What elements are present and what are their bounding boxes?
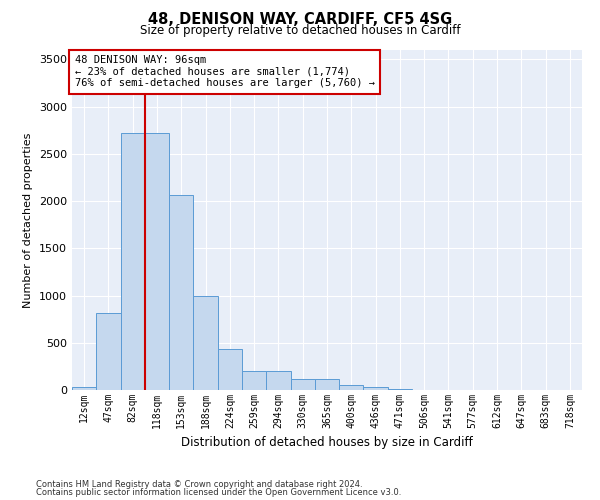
Y-axis label: Number of detached properties: Number of detached properties — [23, 132, 34, 308]
Text: 48 DENISON WAY: 96sqm
← 23% of detached houses are smaller (1,774)
76% of semi-d: 48 DENISON WAY: 96sqm ← 23% of detached … — [74, 55, 374, 88]
X-axis label: Distribution of detached houses by size in Cardiff: Distribution of detached houses by size … — [181, 436, 473, 450]
Bar — [315, 378, 339, 390]
Bar — [193, 296, 218, 390]
Bar — [266, 371, 290, 390]
Bar — [364, 387, 388, 390]
Bar — [72, 387, 96, 390]
Text: 48, DENISON WAY, CARDIFF, CF5 4SG: 48, DENISON WAY, CARDIFF, CF5 4SG — [148, 12, 452, 28]
Bar — [242, 371, 266, 390]
Text: Contains HM Land Registry data © Crown copyright and database right 2024.: Contains HM Land Registry data © Crown c… — [36, 480, 362, 489]
Bar — [388, 389, 412, 390]
Bar — [290, 378, 315, 390]
Bar — [121, 133, 145, 390]
Bar — [169, 196, 193, 390]
Bar — [96, 312, 121, 390]
Bar — [218, 350, 242, 390]
Text: Size of property relative to detached houses in Cardiff: Size of property relative to detached ho… — [140, 24, 460, 37]
Bar — [145, 133, 169, 390]
Text: Contains public sector information licensed under the Open Government Licence v3: Contains public sector information licen… — [36, 488, 401, 497]
Bar — [339, 386, 364, 390]
